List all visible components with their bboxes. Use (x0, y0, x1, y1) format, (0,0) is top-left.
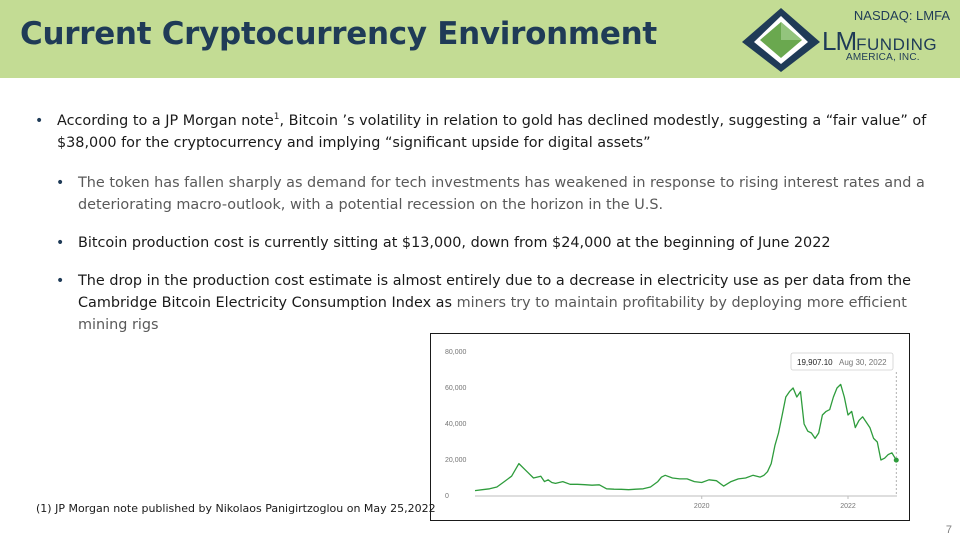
lm-funding-logo-icon (742, 8, 820, 72)
bullet-text: Bitcoin production cost is currently sit… (78, 235, 831, 251)
bullet-text: The token has fallen sharply as demand f… (78, 175, 925, 213)
y-tick-label: 0 (445, 493, 449, 500)
page-title: Current Cryptocurrency Environment (20, 16, 657, 52)
bullet-dot-icon: • (56, 273, 65, 289)
slide-header: Current Cryptocurrency Environment NASDA… (0, 0, 960, 78)
last-point-marker (893, 457, 899, 463)
bullet-electricity-drop: • The drop in the production cost estima… (56, 270, 938, 336)
logo-lm-text: LM (822, 26, 857, 56)
bullet-dot-icon: • (35, 113, 44, 129)
bullet-jp-morgan-note: • According to a JP Morgan note1, Bitcoi… (35, 110, 937, 154)
bullet-production-cost: • Bitcoin production cost is currently s… (56, 232, 938, 254)
bullet-text-part1: According to a JP Morgan note (57, 113, 274, 129)
y-tick-label: 20,000 (445, 457, 467, 464)
bullet-dot-icon: • (56, 235, 65, 251)
bitcoin-price-chart: 0 20,000 40,000 60,000 80,000 2020 2022 19,907.… (430, 333, 910, 521)
page-number: 7 (945, 524, 952, 536)
y-tick-label: 40,000 (445, 421, 467, 428)
tooltip-value: 19,907.10 (797, 358, 833, 367)
bullet-text-part2: , Bitcoin ’s volatility in relation to g… (57, 113, 927, 151)
price-series-line (474, 383, 897, 492)
x-tick-label: 2022 (840, 503, 856, 510)
footnote-ref: 1 (273, 112, 280, 123)
tooltip-box (790, 352, 894, 371)
bullet-text-part1: The drop in the production cost estimate… (78, 273, 912, 311)
bullet-dot-icon: • (56, 175, 65, 191)
y-tick-label: 80,000 (445, 349, 467, 356)
chart-canvas: 0 20,000 40,000 60,000 80,000 2020 2022 19,907.… (445, 349, 899, 510)
bullet-text-part2: miners try to maintain profitability by … (78, 295, 907, 333)
bullet-token-fallen: • The token has fallen sharply as demand… (56, 172, 938, 216)
x-tick-label: 2020 (694, 503, 710, 510)
logo-wordmark: LMFUNDING (822, 28, 937, 54)
y-tick-label: 60,000 (445, 385, 467, 392)
ticker-label: NASDAQ: LMFA (853, 8, 950, 23)
footnote: (1) JP Morgan note published by Nikolaos… (36, 502, 436, 515)
tooltip-date: Aug 30, 2022 (839, 358, 887, 367)
logo-funding-text: FUNDING (856, 35, 938, 54)
logo-subtitle: AMERICA, INC. (846, 52, 920, 63)
